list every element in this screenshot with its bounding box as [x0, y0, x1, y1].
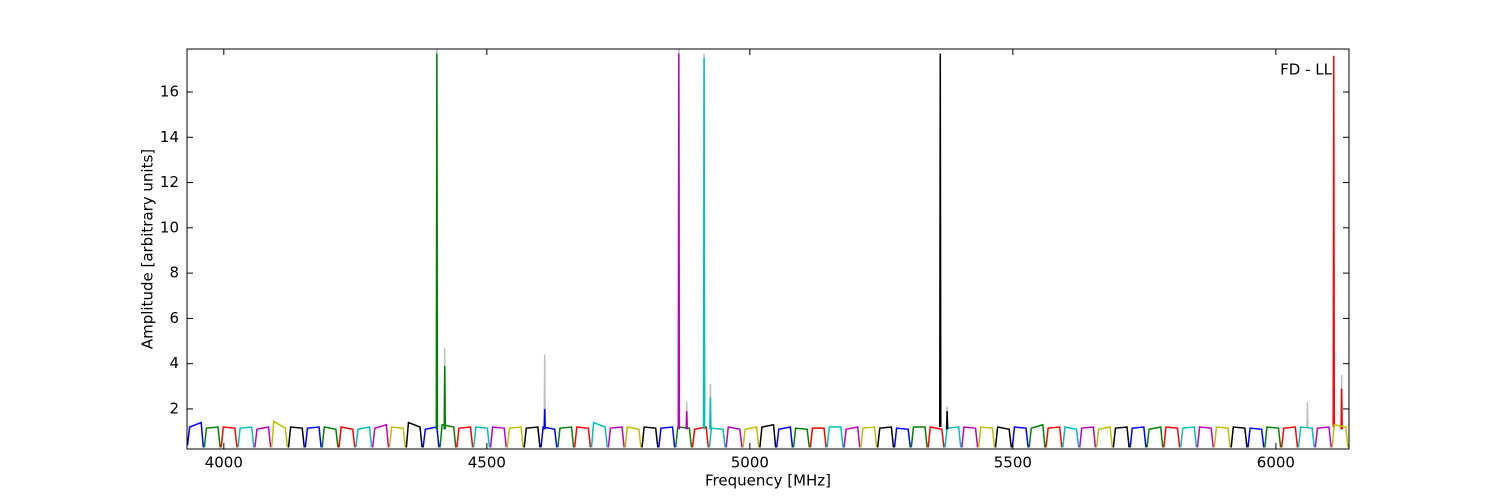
series-line	[187, 408, 1265, 448]
y-tick-label: 10	[160, 218, 179, 236]
y-tick-label: 14	[160, 128, 179, 146]
y-tick-label: 8	[169, 264, 179, 282]
series-line	[435, 49, 1343, 430]
series-line	[270, 420, 1349, 448]
y-tick-label: 6	[169, 309, 179, 327]
series-line	[203, 53, 1282, 448]
x-tick-label: 4500	[468, 454, 506, 472]
series-line	[237, 58, 1316, 448]
plot-area	[187, 49, 1349, 448]
annotation: FD - LL	[1280, 61, 1332, 79]
series-line	[287, 53, 1248, 448]
x-tick-label: 5500	[994, 454, 1032, 472]
x-tick-label: 4000	[205, 454, 243, 472]
y-tick-label: 4	[169, 354, 179, 372]
y-tick-label: 2	[169, 399, 179, 417]
y-tick-label: 12	[160, 173, 179, 191]
axes-frame	[186, 48, 1350, 450]
y-tick-label: 16	[160, 83, 179, 101]
x-tick-label: 5000	[731, 454, 769, 472]
series-line	[254, 53, 1332, 448]
series-line	[220, 55, 1343, 448]
y-axis-label: Amplitude [arbitrary units]	[139, 149, 157, 349]
x-tick-label: 6000	[1257, 454, 1295, 472]
x-axis-label: Frequency [MHz]	[705, 472, 831, 490]
